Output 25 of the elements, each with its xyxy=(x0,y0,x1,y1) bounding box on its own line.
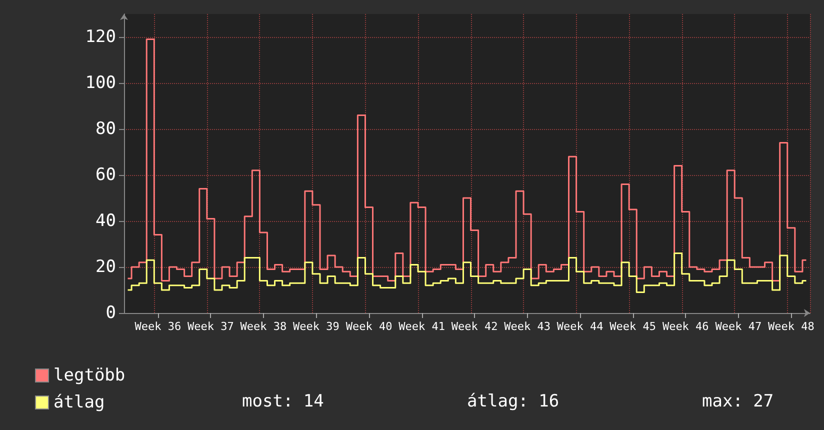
y-tick-label: 40 xyxy=(96,211,116,231)
x-tick-label: Week 38 xyxy=(240,320,287,333)
legend-label: átlag xyxy=(54,392,105,412)
x-tick-label: Week 46 xyxy=(662,320,709,333)
y-tick-label: 20 xyxy=(96,257,116,277)
y-tick-label: 100 xyxy=(85,73,116,93)
x-tick-label: Week 36 xyxy=(134,320,182,333)
x-tick-label: Week 41 xyxy=(398,320,445,333)
text: most: 14 xyxy=(242,392,324,412)
x-tick-label: Week 47 xyxy=(715,320,762,333)
y-tick-label: 120 xyxy=(85,27,116,47)
x-tick-label: Week 48 xyxy=(768,320,814,333)
x-tick-label: Week 44 xyxy=(556,320,604,333)
x-tick-label: Week 45 xyxy=(610,320,656,333)
x-tick-label: Week 42 xyxy=(451,320,498,333)
y-tick-label: 80 xyxy=(96,119,116,139)
x-tick-label: Week 37 xyxy=(188,320,234,333)
x-tick-label: Week 39 xyxy=(293,320,340,333)
text: átlag: 16 xyxy=(467,392,560,412)
x-tick-label: Week 43 xyxy=(504,320,550,333)
text: max: 27 xyxy=(702,392,774,412)
legend-label: legtöbb xyxy=(54,366,126,386)
y-tick-label: 0 xyxy=(106,303,116,323)
y-tick-label: 60 xyxy=(96,165,116,185)
x-tick-label: Week 40 xyxy=(346,320,392,333)
